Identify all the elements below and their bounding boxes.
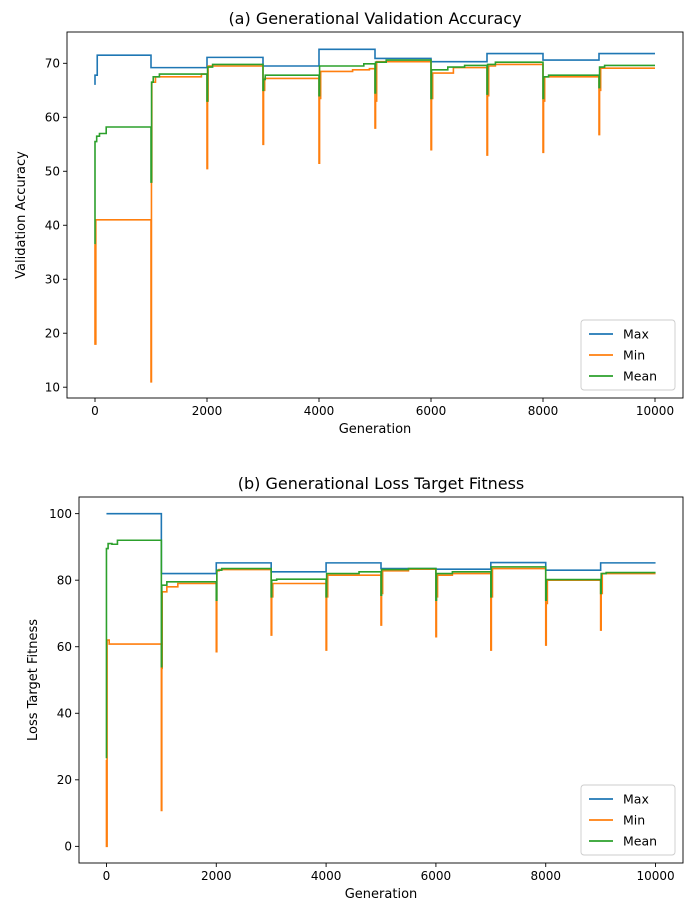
series-group [94, 48, 655, 383]
y-tick-label: 20 [45, 326, 60, 340]
legend-label-mean: Mean [623, 369, 657, 384]
series-line-min [94, 60, 655, 383]
axes-frame [78, 496, 684, 864]
legend: Max Min Mean [580, 319, 676, 391]
x-axis-label: Generation [339, 422, 412, 437]
legend-label-max: Max [623, 327, 649, 342]
x-tick-label: 6000 [416, 404, 447, 418]
axes-frame [66, 31, 684, 399]
legend: Max Min Mean [580, 784, 676, 856]
legend-label-mean: Mean [623, 834, 657, 849]
y-tick-label: 60 [45, 110, 60, 124]
series-line-mean [94, 59, 655, 245]
y-axis-label: Validation Accuracy [14, 151, 29, 279]
y-tick-label: 70 [45, 57, 60, 71]
series-line-max [106, 512, 656, 575]
y-tick-label: 0 [64, 840, 72, 854]
x-tick-label: 4000 [311, 869, 342, 883]
y-tick-label: 10 [45, 380, 60, 394]
x-tick-label: 8000 [528, 404, 559, 418]
y-tick-label: 80 [57, 573, 72, 587]
x-tick-label: 2000 [192, 404, 223, 418]
x-tick-label: 10000 [636, 404, 674, 418]
x-tick-label: 0 [103, 869, 111, 883]
panel-validation-accuracy: 0 2000 4000 6000 8000 10000 10 20 30 40 50 60 70 (a) … [14, 9, 684, 437]
x-tick-label: 4000 [304, 404, 335, 418]
x-tick-label: 10000 [636, 869, 674, 883]
series-line-min [105, 567, 656, 848]
series-line-mean [105, 539, 656, 759]
legend-box [580, 784, 676, 856]
y-tick-label: 20 [57, 773, 72, 787]
legend-box [580, 319, 676, 391]
x-tick-label: 2000 [201, 869, 232, 883]
y-tick-label: 50 [45, 164, 60, 178]
legend-label-min: Min [623, 348, 645, 363]
chart-title: (a) Generational Validation Accuracy [228, 9, 521, 28]
chart-title: (b) Generational Loss Target Fitness [238, 474, 525, 493]
x-tick-label: 8000 [530, 869, 561, 883]
y-axis-label: Loss Target Fitness [26, 619, 41, 741]
y-tick-label: 40 [45, 218, 60, 232]
y-tick-label: 40 [57, 706, 72, 720]
panel-loss-target-fitness: 0 2000 4000 6000 8000 10000 0 20 40 60 80 100 (b) Ge… [26, 474, 684, 902]
x-tick-label: 0 [91, 404, 99, 418]
series-line-max [94, 48, 655, 85]
y-tick-label: 30 [45, 272, 60, 286]
legend-label-max: Max [623, 792, 649, 807]
x-tick-label: 6000 [421, 869, 452, 883]
legend-label-min: Min [623, 813, 645, 828]
x-axis-label: Generation [345, 887, 418, 902]
y-tick-label: 60 [57, 640, 72, 654]
series-group [105, 512, 656, 848]
y-tick-label: 100 [49, 507, 72, 521]
